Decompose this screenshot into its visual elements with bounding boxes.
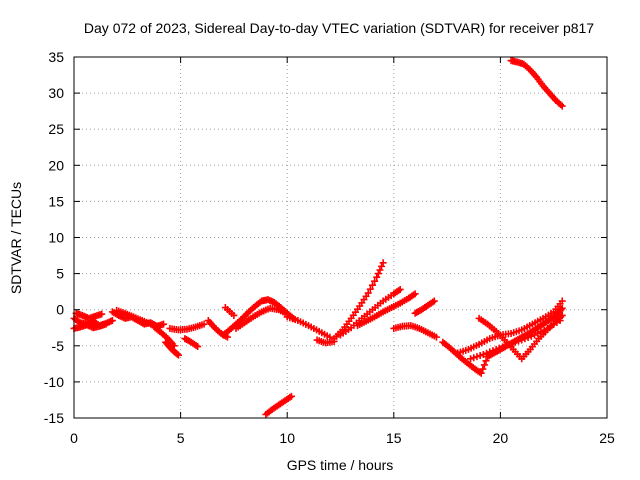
data-point bbox=[371, 277, 379, 285]
y-tick-label: -5 bbox=[52, 338, 65, 354]
series-arc25 bbox=[475, 311, 566, 363]
data-point bbox=[98, 310, 106, 318]
data-point bbox=[479, 365, 487, 373]
series-arc9 bbox=[181, 335, 202, 351]
data-point bbox=[174, 351, 182, 359]
data-point bbox=[515, 337, 523, 345]
data-point bbox=[373, 273, 381, 281]
data-point bbox=[194, 343, 202, 351]
y-tick-label: 30 bbox=[48, 85, 64, 101]
data-point bbox=[558, 304, 566, 312]
data-point bbox=[108, 317, 116, 325]
data-point bbox=[495, 344, 503, 352]
series-arc14 bbox=[262, 392, 295, 418]
data-point bbox=[492, 345, 500, 353]
data-point bbox=[432, 333, 440, 341]
y-tick-label: 35 bbox=[48, 49, 64, 65]
data-point bbox=[480, 361, 488, 369]
data-point bbox=[486, 348, 494, 356]
x-tick-label: 0 bbox=[70, 430, 78, 446]
series-arc3 bbox=[72, 309, 106, 322]
y-tick-label: 0 bbox=[56, 302, 64, 318]
series-arc13 bbox=[221, 304, 238, 319]
data-point bbox=[521, 335, 529, 343]
data-point bbox=[430, 297, 438, 305]
y-tick-label: 10 bbox=[48, 230, 64, 246]
points-layer bbox=[70, 57, 566, 418]
series-arc20 bbox=[390, 322, 440, 341]
data-point bbox=[489, 347, 497, 355]
plot-frame bbox=[73, 56, 608, 419]
data-point bbox=[374, 270, 382, 278]
data-point bbox=[558, 297, 566, 305]
series-arc10 bbox=[204, 317, 232, 341]
data-point bbox=[376, 266, 384, 274]
y-tick-label: -10 bbox=[44, 374, 64, 390]
ticks-layer: 0 5 10 15 20 25 -15 -10 -5 0 5 10 15 20 25 30 35 bbox=[44, 49, 615, 446]
y-tick-label: 5 bbox=[56, 266, 64, 282]
y-axis-label: SDTVAR / TECUs bbox=[8, 182, 24, 294]
y-tick-label: 20 bbox=[48, 157, 64, 173]
series-arc8 bbox=[166, 320, 208, 334]
data-point bbox=[477, 369, 485, 377]
series-arc19 bbox=[354, 290, 419, 330]
series-arc2 bbox=[70, 320, 110, 332]
data-point bbox=[499, 343, 507, 351]
x-axis-label: GPS time / hours bbox=[287, 457, 394, 473]
data-point bbox=[364, 289, 372, 297]
data-point bbox=[368, 281, 376, 289]
series-arc21 bbox=[411, 297, 438, 317]
data-point bbox=[527, 332, 535, 340]
series-arc17 bbox=[330, 259, 387, 343]
x-tick-label: 5 bbox=[177, 430, 185, 446]
x-tick-label: 10 bbox=[279, 430, 295, 446]
data-point bbox=[173, 350, 181, 358]
data-point bbox=[558, 311, 566, 319]
x-tick-label: 20 bbox=[493, 430, 509, 446]
x-tick-label: 15 bbox=[386, 430, 402, 446]
data-point bbox=[482, 357, 490, 365]
data-point bbox=[379, 259, 387, 267]
data-point bbox=[160, 320, 168, 328]
series-arc15 bbox=[283, 313, 334, 341]
x-tick-label: 25 bbox=[599, 430, 615, 446]
data-point bbox=[473, 353, 481, 361]
series-arc26 bbox=[507, 57, 566, 110]
data-point bbox=[518, 336, 526, 344]
series-arc7 bbox=[162, 338, 182, 359]
data-point bbox=[524, 333, 532, 341]
series-arc18 bbox=[337, 285, 404, 339]
data-point bbox=[287, 392, 295, 400]
data-point bbox=[470, 354, 478, 362]
data-point bbox=[378, 262, 386, 270]
data-point bbox=[467, 355, 475, 363]
data-point bbox=[479, 350, 487, 358]
data-point bbox=[396, 285, 404, 293]
data-point bbox=[366, 285, 374, 293]
data-point bbox=[200, 320, 208, 328]
data-point bbox=[476, 352, 484, 360]
chart-title: Day 072 of 2023, Sidereal Day-to-day VTE… bbox=[84, 20, 594, 36]
data-point bbox=[511, 338, 519, 346]
y-tick-label: 15 bbox=[48, 193, 64, 209]
data-point bbox=[502, 342, 510, 350]
data-point bbox=[102, 320, 110, 328]
data-point bbox=[483, 349, 491, 357]
grid-layer bbox=[74, 57, 607, 418]
data-point bbox=[230, 311, 238, 319]
y-tick-label: -15 bbox=[44, 410, 64, 426]
data-point bbox=[411, 290, 419, 298]
data-point bbox=[508, 339, 516, 347]
data-point bbox=[558, 102, 566, 110]
y-tick-label: 25 bbox=[48, 121, 64, 137]
series-arc12 bbox=[232, 304, 291, 332]
